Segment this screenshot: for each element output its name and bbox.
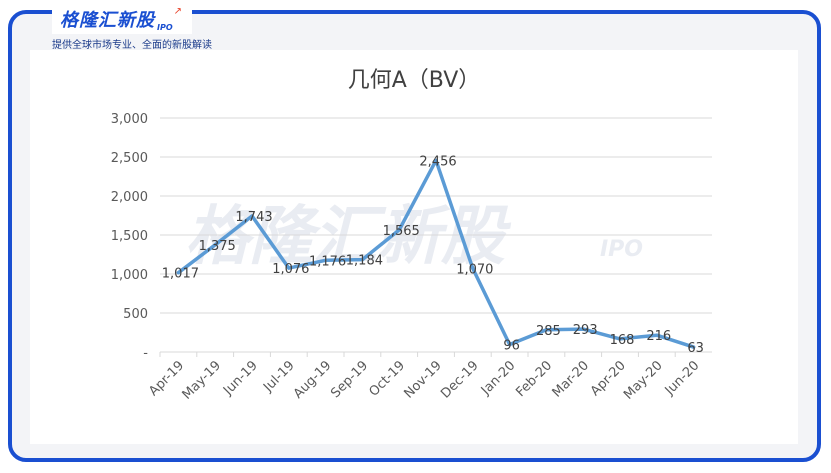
data-label: 1,070 bbox=[456, 263, 493, 278]
arrow-up-icon: ↗ bbox=[173, 6, 183, 17]
grid-lines bbox=[160, 117, 712, 353]
brand-logo: 格隆汇新股 IPO↗ bbox=[52, 2, 193, 34]
series-line-layer bbox=[176, 158, 696, 349]
line-chart: 格隆汇新股 IPO 几何A（BV） - 500 1,000 1,500 2,000 2,5… bbox=[111, 68, 712, 403]
y-tick-label: 2,000 bbox=[111, 190, 148, 205]
data-point bbox=[655, 333, 659, 337]
data-point bbox=[250, 214, 254, 218]
data-label: 1,184 bbox=[346, 254, 383, 269]
y-tick-label: 3,000 bbox=[111, 112, 148, 127]
data-point bbox=[692, 345, 696, 349]
chart-title: 几何A（BV） bbox=[348, 68, 481, 93]
data-point bbox=[581, 327, 585, 331]
data-label: 1,743 bbox=[235, 210, 272, 225]
x-tick-label: Jun-19 bbox=[220, 358, 261, 399]
data-label: 1,565 bbox=[383, 224, 420, 239]
data-label: 285 bbox=[536, 324, 561, 339]
data-point bbox=[471, 266, 475, 271]
data-point bbox=[397, 228, 401, 232]
data-point bbox=[324, 258, 328, 262]
x-tick-label: Jun-20 bbox=[662, 358, 703, 399]
brand-ipo: IPO bbox=[157, 23, 173, 32]
x-tick-label: Mar-20 bbox=[550, 358, 592, 400]
data-point bbox=[213, 243, 217, 247]
y-tick-label: 1,500 bbox=[111, 229, 148, 244]
x-tick-label: Oct-19 bbox=[367, 358, 409, 400]
x-tick-label: Sep-19 bbox=[328, 358, 371, 401]
data-point bbox=[176, 271, 180, 275]
x-tick-label: Jan-20 bbox=[478, 358, 519, 399]
brand-tagline: 提供全球市场专业、全面的新股解读 bbox=[52, 40, 212, 51]
y-tick-label: 2,500 bbox=[111, 151, 148, 166]
data-label: 63 bbox=[687, 341, 704, 356]
x-tick-label: Aug-19 bbox=[291, 358, 335, 402]
y-tick-label: 500 bbox=[123, 307, 148, 322]
y-tick-label: - bbox=[143, 346, 148, 361]
data-label: 1,076 bbox=[272, 262, 309, 277]
data-label: 2,456 bbox=[419, 154, 456, 169]
brand-name: 格隆汇新股 bbox=[60, 10, 155, 31]
data-point bbox=[544, 328, 549, 332]
watermark-text: 格隆汇新股 bbox=[185, 200, 512, 274]
data-point bbox=[360, 258, 364, 262]
data-label: 293 bbox=[573, 323, 598, 338]
x-tick-label: Feb-20 bbox=[513, 358, 555, 400]
y-tick-label: 1,000 bbox=[111, 268, 148, 283]
data-label: 216 bbox=[646, 329, 671, 344]
data-label: 168 bbox=[610, 333, 635, 348]
data-point bbox=[434, 158, 438, 163]
data-point bbox=[287, 266, 291, 270]
x-tick-label: May-20 bbox=[621, 358, 665, 402]
chart-card: 格隆汇新股 IPO 几何A（BV） - 500 1,000 1,500 2,000 2,5… bbox=[30, 50, 798, 444]
data-label: 1,176 bbox=[309, 254, 346, 269]
data-point bbox=[508, 342, 512, 347]
y-axis-ticks: - 500 1,000 1,500 2,000 2,500 3,000 bbox=[111, 112, 149, 361]
x-tick-label: May-19 bbox=[180, 358, 224, 402]
watermark-ipo: IPO bbox=[600, 237, 643, 262]
data-label: 96 bbox=[503, 339, 520, 354]
data-label: 1,375 bbox=[199, 239, 236, 254]
data-point bbox=[618, 337, 622, 341]
x-tick-label: Nov-19 bbox=[402, 358, 445, 401]
data-label: 1,017 bbox=[162, 267, 199, 282]
x-tick-label: Dec-19 bbox=[438, 358, 481, 401]
